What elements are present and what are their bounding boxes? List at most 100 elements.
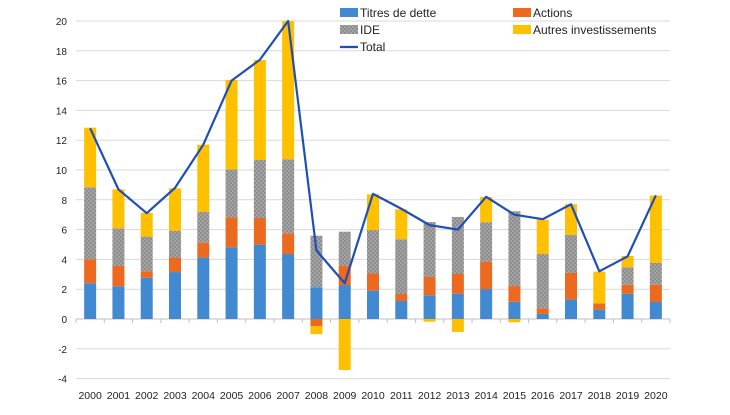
y-axis: -4 -2 0 2 4 6 8 10 12 14 16 18 20 bbox=[56, 17, 68, 386]
bar-segment-autres-investissements bbox=[480, 196, 493, 223]
bar-segment-actions bbox=[536, 308, 549, 314]
legend-swatch-icon bbox=[513, 25, 531, 34]
bar-segment-titres-de-dette bbox=[169, 272, 181, 319]
bar-segment-autres-investissements bbox=[140, 212, 153, 237]
bar-segment-autres-investissements bbox=[536, 219, 549, 255]
bar-segment-actions bbox=[649, 284, 662, 303]
bar-segment-autres-investissements bbox=[197, 144, 210, 213]
total-line bbox=[89, 19, 657, 285]
bar-segment-actions bbox=[84, 259, 97, 284]
bar-segment-autres-investissements bbox=[169, 188, 181, 231]
x-tick-label: 2000 bbox=[78, 390, 102, 402]
y-tick-label: 6 bbox=[61, 226, 67, 237]
x-tick-label: 2005 bbox=[220, 390, 244, 402]
bar-segment-ide bbox=[451, 216, 464, 275]
bar-segment-actions bbox=[565, 272, 577, 300]
bar-segment-ide bbox=[565, 234, 577, 273]
x-tick-label: 2019 bbox=[616, 390, 640, 402]
x-tick-label: 2003 bbox=[163, 390, 187, 402]
bar-segment-autres-investissements bbox=[395, 209, 408, 240]
bar-segment-titres-de-dette bbox=[649, 302, 662, 319]
bar-segment-titres-de-dette bbox=[423, 295, 436, 319]
legend: Titres de dette Actions IDE Autres investis… bbox=[340, 6, 656, 54]
bar-segment-ide bbox=[169, 230, 181, 258]
bar-segment-autres-investissements bbox=[253, 60, 266, 161]
y-tick-label: 12 bbox=[56, 136, 68, 147]
legend-swatch-icon bbox=[340, 25, 358, 34]
bar-segment-titres-de-dette bbox=[310, 287, 323, 319]
total-line-path bbox=[89, 19, 657, 285]
x-tick-label: 2013 bbox=[446, 390, 470, 402]
bar-segment-ide bbox=[423, 222, 436, 277]
bar-segment-actions bbox=[367, 273, 379, 291]
bar-segment-ide bbox=[367, 230, 379, 274]
x-tick-label: 2007 bbox=[276, 390, 300, 402]
bar-segment-autres-investissements bbox=[338, 319, 351, 370]
bar-segment-autres-investissements bbox=[423, 319, 436, 322]
x-tick-label: 2016 bbox=[531, 390, 555, 402]
bar-segment-ide bbox=[112, 228, 125, 266]
y-tick-label: 2 bbox=[61, 285, 67, 296]
bar-segment-autres-investissements bbox=[282, 21, 295, 160]
bar-segment-titres-de-dette bbox=[593, 309, 606, 319]
y-tick-label: 18 bbox=[56, 47, 68, 58]
x-tick-label: 2011 bbox=[390, 390, 413, 402]
bar-segment-actions bbox=[282, 233, 295, 255]
bar-segment-ide bbox=[140, 236, 153, 272]
bar-segment-titres-de-dette bbox=[338, 285, 351, 319]
x-tick-label: 2002 bbox=[135, 390, 159, 402]
legend-swatch-icon bbox=[340, 8, 358, 17]
bar-segment-ide bbox=[338, 231, 351, 266]
bar-segment-titres-de-dette bbox=[282, 254, 295, 319]
bar-segment-autres-investissements bbox=[225, 80, 238, 170]
bar-segment-actions bbox=[480, 261, 493, 290]
bar-segment-ide bbox=[84, 187, 97, 260]
bar-segment-titres-de-dette bbox=[395, 300, 408, 319]
bar-segment-actions bbox=[310, 319, 323, 327]
y-tick-label: -4 bbox=[58, 375, 67, 386]
bar-segment-ide bbox=[310, 235, 323, 288]
bar-segment-titres-de-dette bbox=[140, 277, 153, 319]
y-tick-label: 0 bbox=[61, 315, 67, 326]
bar-segment-actions bbox=[621, 284, 634, 294]
x-tick-label: 2018 bbox=[588, 390, 612, 402]
x-axis: 2000 2001 2002 2003 2004 2005 2006 2007 2008 2009… bbox=[75, 318, 671, 402]
bar-segment-ide bbox=[197, 212, 210, 243]
x-tick-label: 2004 bbox=[192, 390, 216, 402]
x-tick-label: 2020 bbox=[644, 390, 668, 402]
bar-segment-titres-de-dette bbox=[225, 247, 238, 319]
bar-segment-actions bbox=[169, 257, 181, 273]
legend-label: Actions bbox=[533, 6, 572, 20]
bar-segment-ide bbox=[649, 262, 662, 285]
bar-segment-autres-investissements bbox=[367, 194, 379, 231]
x-tick-label: 2012 bbox=[418, 390, 442, 402]
x-tick-label: 2014 bbox=[474, 390, 498, 402]
bar-segment-actions bbox=[253, 217, 266, 245]
bar-segment-autres-investissements bbox=[649, 195, 662, 263]
legend-label: Titres de dette bbox=[360, 6, 437, 20]
x-tick-label: 2009 bbox=[333, 390, 357, 402]
bar-segment-titres-de-dette bbox=[621, 293, 634, 319]
y-tick-label: 20 bbox=[56, 17, 68, 28]
bar-segment-titres-de-dette bbox=[84, 283, 97, 319]
bar-segment-titres-de-dette bbox=[508, 301, 521, 319]
y-tick-label: 8 bbox=[61, 196, 67, 207]
legend-label: Total bbox=[360, 40, 385, 54]
bar-segment-ide bbox=[621, 267, 634, 285]
bar-segment-ide bbox=[253, 160, 266, 218]
y-tick-label: 16 bbox=[56, 77, 68, 88]
bar-segment-autres-investissements bbox=[508, 319, 521, 323]
bar-segment-titres-de-dette bbox=[112, 286, 125, 319]
bar-segment-ide bbox=[536, 254, 549, 309]
bar-segment-actions bbox=[508, 286, 521, 302]
bar-segment-autres-investissements bbox=[451, 319, 464, 332]
bar-segment-autres-investissements bbox=[621, 255, 634, 268]
x-tick-label: 2017 bbox=[559, 390, 583, 402]
bar-segment-titres-de-dette bbox=[565, 299, 577, 319]
bar-segment-ide bbox=[282, 159, 295, 234]
bar-segment-titres-de-dette bbox=[480, 289, 493, 319]
bar-segment-actions bbox=[140, 271, 153, 278]
legend-swatch-icon bbox=[513, 8, 531, 17]
bar-segment-actions bbox=[197, 242, 210, 258]
